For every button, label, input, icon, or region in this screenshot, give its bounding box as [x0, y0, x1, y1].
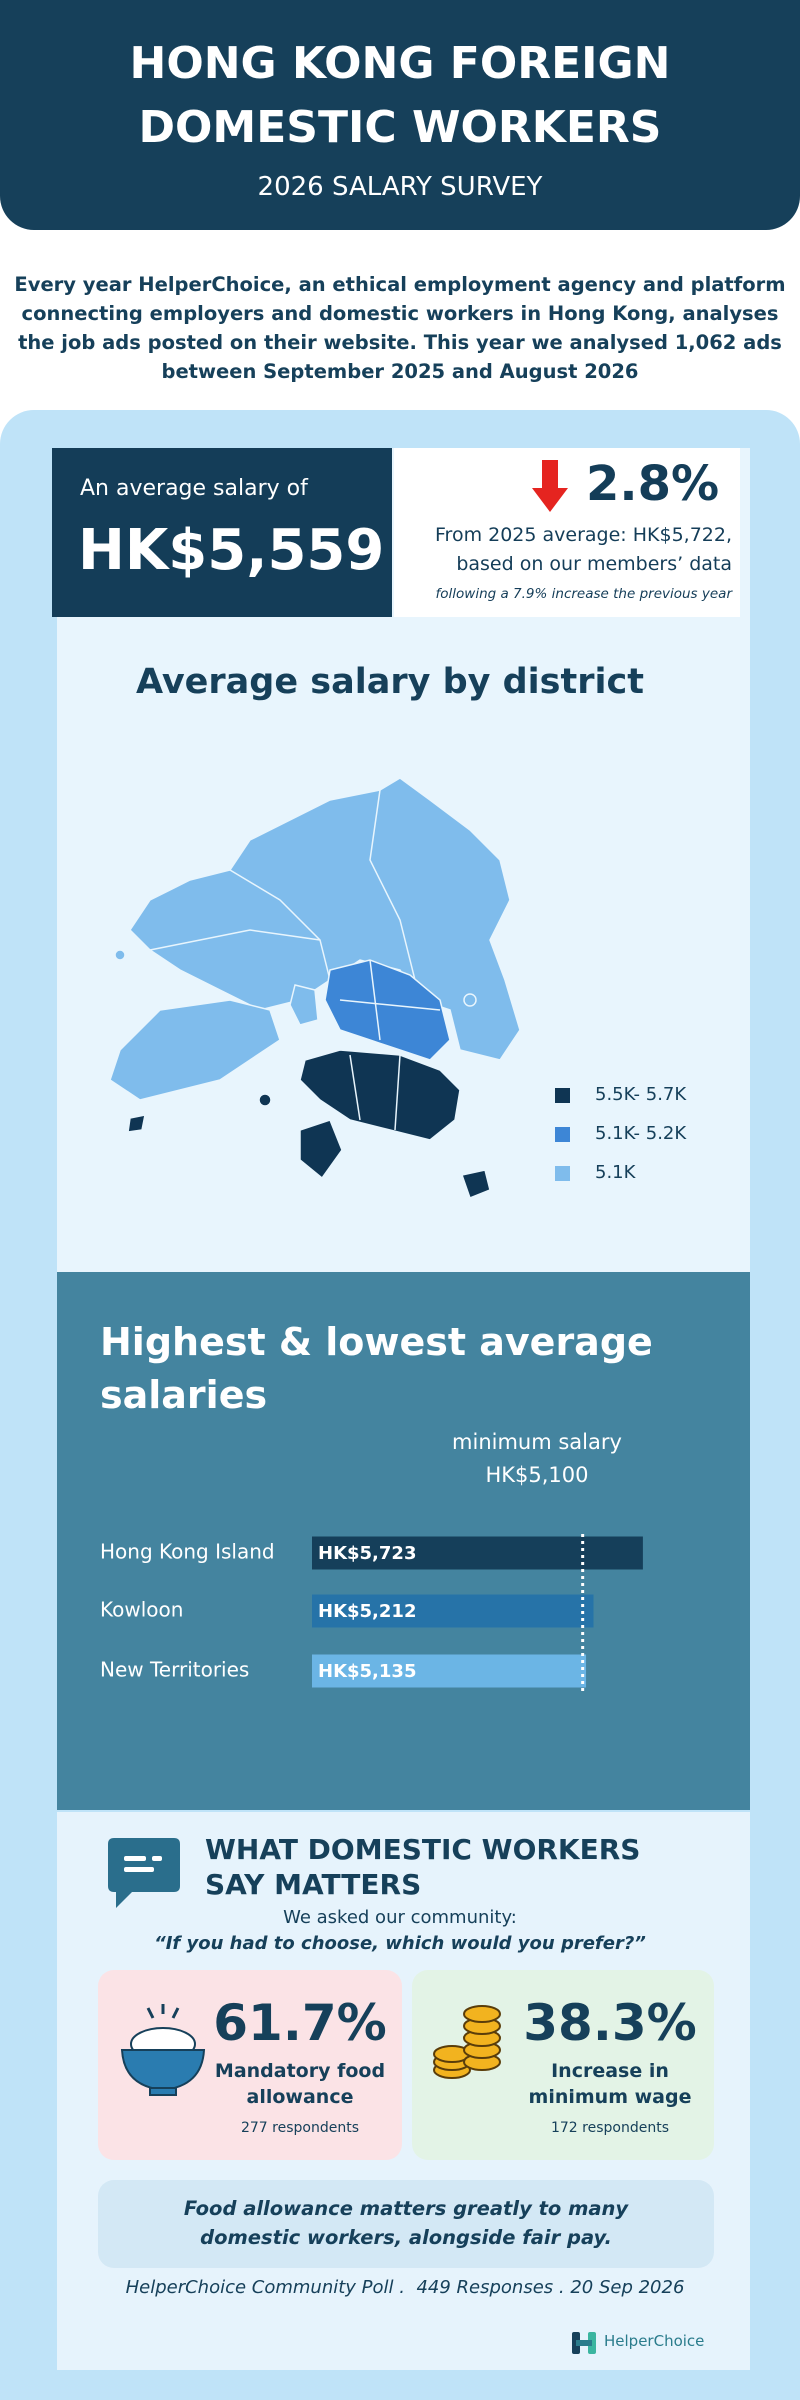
- value-label: HK$5,723: [318, 1543, 416, 1564]
- category-label: New Territories: [100, 1658, 249, 1682]
- intro: Every year HelperChoice, an ethical empl…: [14, 273, 786, 383]
- legend-label: 5.1K: [595, 1162, 637, 1183]
- change-comparison: From 2025 average: HK$5,722, based on ou…: [435, 524, 732, 575]
- bar: [312, 1536, 643, 1570]
- option-label: Increase in minimum wage: [528, 2060, 692, 2108]
- poll-intro: We asked our community:: [283, 1907, 517, 1928]
- legend-label: 5.1K- 5.2K: [595, 1123, 687, 1144]
- reference-label: HK$5,100: [485, 1463, 588, 1487]
- average-label: An average salary of: [80, 476, 308, 501]
- header-bg: [0, 0, 800, 230]
- bar: [312, 1654, 587, 1688]
- option-percent: 61.7%: [213, 1994, 387, 2052]
- legend-label: 5.5K- 5.7K: [595, 1084, 687, 1105]
- value-label: HK$5,135: [318, 1661, 416, 1682]
- header-subtitle: 2026 SALARY SURVEY: [257, 172, 543, 202]
- change-box: [394, 448, 740, 617]
- change-note: following a 7.9% increase the previous y…: [435, 586, 733, 602]
- chat-icon: [108, 1838, 180, 1908]
- header-title: HONG KONG FOREIGN DOMESTIC WORKERS: [129, 38, 671, 153]
- average-box: [52, 448, 392, 617]
- poll-credit: HelperChoice Community Poll . 449 Respon…: [125, 2277, 685, 2298]
- category-label: Hong Kong Island: [100, 1540, 275, 1564]
- poll-question: “If you had to choose, which would you p…: [154, 1933, 646, 1954]
- conclusion: Food allowance matters greatly to many d…: [183, 2197, 629, 2249]
- average-value: HK$5,559: [78, 518, 385, 583]
- salary-chart: Hong Kong Island HK$5,723 Kowloon HK$5,212 N…: [57, 1272, 750, 1810]
- option-percent: 38.3%: [523, 1994, 697, 2052]
- option-respondents: 277 respondents: [240, 2120, 359, 2136]
- map-title: Average salary by district: [136, 662, 644, 702]
- conclusion-box: [98, 2180, 714, 2268]
- bar: [312, 1594, 594, 1628]
- coins-icon: [433, 2005, 501, 2079]
- chart-title: Highest & lowest average salaries: [100, 1320, 653, 1417]
- logo-mark: [572, 2332, 596, 2354]
- reference-text: minimum salary: [452, 1430, 622, 1454]
- district-map: 5.5K- 5.7K 5.1K- 5.2K 5.1K: [109, 777, 687, 1199]
- poll-title: WHAT DOMESTIC WORKERS SAY MATTERS: [205, 1833, 641, 1901]
- rice-icon: [120, 2004, 206, 2096]
- down-arrow: [532, 460, 568, 512]
- logo: HelperChoice: [604, 2332, 705, 2350]
- option-label: Mandatory food allowance: [214, 2060, 386, 2108]
- value-label: HK$5,212: [318, 1601, 416, 1622]
- category-label: Kowloon: [100, 1598, 183, 1622]
- option-respondents: 172 respondents: [550, 2120, 669, 2136]
- change-value: 2.8%: [586, 456, 720, 512]
